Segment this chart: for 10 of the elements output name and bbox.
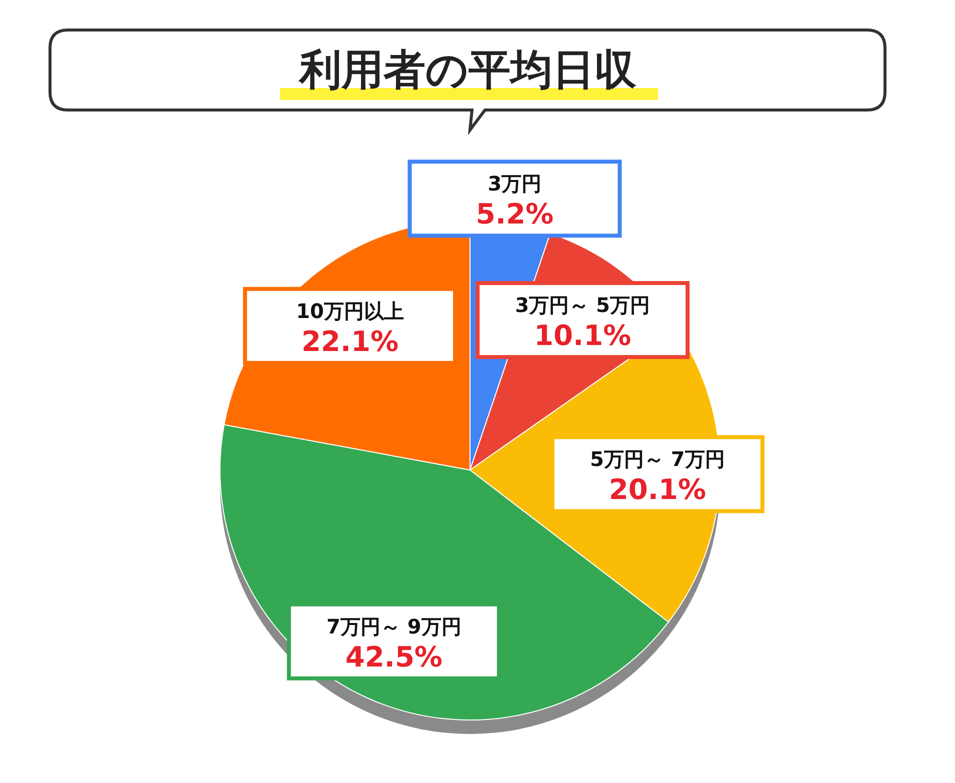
- slice-label: 10万円以上: [296, 298, 404, 323]
- data-label: 42.5%: [345, 640, 442, 674]
- slice-label: 7万円～ 9万円: [326, 614, 462, 638]
- slice-label: 3万円: [488, 172, 542, 196]
- data-label: 22.1%: [301, 324, 399, 358]
- data-label: 10.1%: [534, 319, 632, 352]
- data-label: 5.2%: [476, 198, 554, 231]
- data-label: 20.1%: [608, 473, 706, 506]
- slice-label: 5万円～ 7万円: [590, 447, 725, 472]
- slice-label: 3万円～ 5万円: [515, 293, 650, 318]
